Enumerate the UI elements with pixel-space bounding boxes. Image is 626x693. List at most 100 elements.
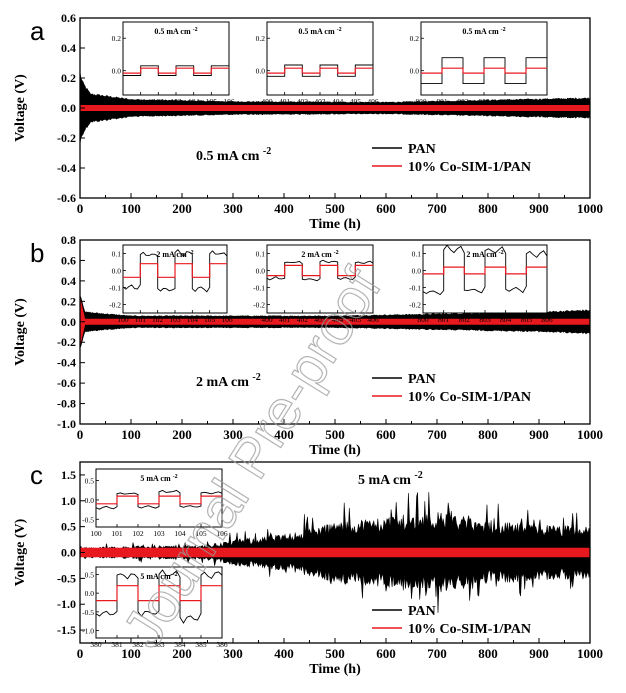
y-tick-label: -0.6 [57,376,76,390]
inset-x-tick-label: 802 [457,97,469,106]
panel-label: b [30,238,44,268]
inset-x-tick-label: 401 [279,97,291,106]
inset-series-co-sim [123,263,227,278]
x-tick-label: 400 [274,201,294,216]
inset-x-tick-label: 803 [478,97,490,106]
panel-a: a 0 100 200 300 400 500 600 700 800 900 1000 -0.6 -0.… [13,11,603,232]
x-tick-label: 0 [77,646,84,661]
x-tick-label: 500 [325,427,345,442]
y-tick-label: 1.5 [61,468,76,482]
inset-y-tick-label: -0.1 [109,284,121,293]
legend-entry: 10% Co-SIM-1/PAN [408,390,531,405]
y-tick-label: -0.5 [57,571,76,585]
inset-y-tick-label: -0.1 [253,284,265,293]
inset-y-tick-label: 0.2 [410,34,420,43]
y-tick-label: -0.4 [57,161,76,175]
legend-entry: PAN [408,372,436,387]
y-tick-label: -1.5 [57,623,76,637]
y-tick-label: 0.8 [61,233,76,247]
legend-entry: 10% Co-SIM-1/PAN [408,622,531,637]
x-tick-label: 900 [529,646,549,661]
inset-x-tick-label: 402 [297,315,309,324]
inset-x-tick-label: 802 [459,315,471,324]
inset-label: 2 mA cm -2 [466,250,503,259]
y-tick-label: 0.0 [61,546,76,560]
inset-x-tick-label: 800 [417,315,429,324]
inset-x-tick-label: 805 [520,97,532,106]
inset-y-tick-label: 0.1 [112,250,122,259]
x-tick-label: 700 [427,201,447,216]
inset: 800 801 802 803 804 805 806 0.0 0.2 0.5 mA cm -2 [410,21,553,106]
x-tick-label: 700 [427,427,447,442]
y-tick-label: 0.6 [61,253,76,267]
y-tick-label: -0.4 [57,356,76,370]
inset-x-tick-label: 404 [332,97,344,106]
x-tick-label: 200 [172,646,192,661]
inset-label: 5 mA cm -2 [140,474,177,483]
x-tick-label: 100 [121,201,141,216]
y-axis-label: Voltage (V) [13,298,28,366]
inset-x-tick-label: 106 [216,529,228,538]
inset-y-tick-label: 0.2 [112,34,122,43]
inset-y-tick-label: 0.1 [256,250,266,259]
inset-x-tick-label: 101 [111,529,123,538]
inset-y-tick-label: 0.0 [256,267,266,276]
x-tick-label: 300 [223,427,243,442]
x-tick-label: 600 [376,646,396,661]
x-tick-label: 1000 [577,427,603,442]
inset: 100 101 102 103 104 105 106 -0.5 0.0 0.5 5 mA cm -… [82,468,228,538]
inset-x-tick-label: 402 [297,97,309,106]
panel-c: c 0 100 200 300 400 500 600 700 800 900 1000 -1.5 -1.… [13,460,603,677]
series-co-sim [80,547,590,558]
x-tick-label: 100 [121,427,141,442]
inset-y-tick-label: -0.5 [82,515,94,524]
inset-x-tick-label: 803 [479,315,491,324]
inset-x-tick-label: 105 [204,315,216,324]
x-tick-label: 1000 [577,646,603,661]
legend-entry: PAN [408,604,436,619]
inset-x-tick-label: 400 [261,97,273,106]
y-tick-label: 1.0 [61,494,76,508]
inset-y-tick-label: 0.0 [112,267,122,276]
inset-x-tick-label: 104 [188,97,200,106]
inset-x-tick-label: 806 [541,315,553,324]
inset-y-tick-label: 0.0 [85,496,95,505]
inset-x-tick-label: 806 [541,97,553,106]
inset-series-co-sim [421,67,547,74]
inset-x-tick-label: 102 [132,529,144,538]
inset-label: 5 mA cm -2 [140,572,177,581]
inset: 100 101 102 103 104 105 106 0.0 0.2 0.5 mA cm -2 [112,21,235,106]
x-tick-label: 1000 [577,201,603,216]
inset-series-co-sim [96,495,222,505]
inset-y-tick-label: 0.0 [412,267,422,276]
y-tick-label: 0.6 [61,11,76,25]
inset-y-tick-label: 0.0 [256,67,266,76]
inset-x-tick-label: 405 [350,97,362,106]
inset-x-tick-label: 105 [206,97,218,106]
y-tick-label: -1.0 [57,597,76,611]
inset-series-co-sim [96,585,222,602]
inset-y-tick-label: -0.2 [409,301,421,310]
inset-x-tick-label: 386 [216,640,228,649]
inset-y-tick-label: 0.0 [410,67,420,76]
x-tick-label: 300 [223,646,243,661]
x-axis-label: Time (h) [309,662,361,677]
x-tick-label: 400 [274,427,294,442]
y-tick-label: 0.5 [61,520,76,534]
inset-x-tick-label: 102 [152,315,164,324]
inset-x-tick-label: 380 [90,640,102,649]
y-tick-label: 0.0 [61,315,76,329]
inset-x-tick-label: 101 [135,315,147,324]
inset-x-tick-label: 104 [174,529,186,538]
inset-x-tick-label: 406 [367,97,379,106]
x-tick-label: 700 [427,646,447,661]
inset-x-tick-label: 801 [436,97,448,106]
inset-frame [122,21,230,96]
inset-x-tick-label: 800 [415,97,427,106]
x-tick-label: 900 [529,427,549,442]
inset-series-co-sim [267,264,373,277]
inset-label: 0.5 mA cm -2 [298,27,341,36]
series-co-sim [80,296,590,348]
panel-b: b 0 100 200 300 400 500 600 700 800 900 1000 -1.0 -0.… [13,233,603,458]
